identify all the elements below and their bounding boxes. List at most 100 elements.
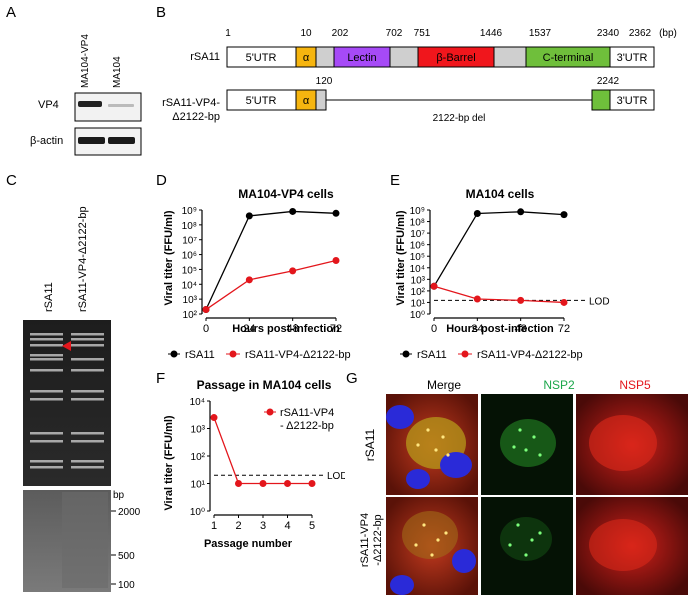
y-tick-label: 10² xyxy=(411,287,426,298)
nucleus-1 xyxy=(386,405,414,429)
chart-f-xlabel: Passage number xyxy=(204,538,293,550)
gel-band xyxy=(71,398,104,401)
y-tick-label: 10¹ xyxy=(411,298,426,309)
band-vp4 xyxy=(78,101,102,107)
y-tick-label: 10⁹ xyxy=(182,206,197,217)
nucleus-5 xyxy=(452,549,476,573)
legend-marker-mutant xyxy=(229,350,237,358)
y-tick-label: 10⁰ xyxy=(410,310,425,321)
deletion-arrow-icon xyxy=(62,341,71,351)
viroplasm-dot xyxy=(524,448,528,452)
data-point xyxy=(517,208,525,216)
pos-2242: 2242 xyxy=(597,76,620,87)
legend-f-l2: - Δ2122-bp xyxy=(280,420,334,432)
ladder-100: 100 xyxy=(118,580,135,591)
panel-label-f: F xyxy=(156,370,166,387)
series-line xyxy=(205,210,337,310)
data-point xyxy=(332,256,340,264)
gel-bp-label: bp xyxy=(113,490,125,501)
viroplasm-dot xyxy=(446,453,450,457)
data-point xyxy=(245,276,253,284)
gel-band xyxy=(71,344,104,347)
y-tick-label: 10² xyxy=(183,310,198,321)
nsp2-signal xyxy=(500,419,556,467)
legend-e-rsa11: rSA11 xyxy=(417,349,447,361)
microscopy-grid: Merge NSP2 NSP5 rSA11 rSA11-VP4 -Δ2122-b… xyxy=(359,378,688,595)
x-tick-label: 0 xyxy=(431,323,437,335)
seg-alpha-label: α xyxy=(303,52,310,64)
viroplasm-dot xyxy=(512,445,516,449)
gel-band xyxy=(71,358,104,361)
x-tick-label: 0 xyxy=(203,323,209,335)
gel-lane-label-mutant: rSA11-VP4-Δ2122-bp xyxy=(77,206,89,312)
data-point xyxy=(210,414,218,422)
y-tick-label: 10⁸ xyxy=(410,218,425,229)
data-point xyxy=(284,480,291,487)
chart-d-title: MA104-VP4 cells xyxy=(238,187,334,201)
viroplasm-dot xyxy=(426,428,430,432)
viroplasm-dot xyxy=(430,553,434,557)
lod-label: LOD xyxy=(327,471,345,482)
panel-label-g: G xyxy=(346,370,358,387)
chart-e-title: MA104 cells xyxy=(466,187,535,201)
legend-e-marker-rsa11 xyxy=(402,350,410,358)
gel-band xyxy=(71,338,104,341)
data-point xyxy=(332,209,340,217)
chart-f: Passage in MA104 cells Viral titer (FFU/… xyxy=(163,378,345,550)
blot-row-label-vp4: VP4 xyxy=(38,99,59,111)
nucleus-2 xyxy=(440,452,472,478)
lane-label-ma104-vp4: MA104-VP4 xyxy=(80,34,91,88)
y-tick-label: 10⁸ xyxy=(182,221,197,232)
y-tick-label: 10³ xyxy=(411,275,426,286)
gel-band xyxy=(71,440,104,443)
data-point xyxy=(517,296,525,304)
pos-751: 751 xyxy=(414,28,431,39)
pos-2362: 2362 xyxy=(629,28,652,39)
seg-3utr-label: 3'UTR xyxy=(617,52,648,64)
pos-10: 10 xyxy=(300,28,312,39)
chart-f-title: Passage in MA104 cells xyxy=(197,378,332,392)
viroplasm-dot xyxy=(436,538,440,542)
band-actin-1 xyxy=(78,137,105,144)
western-blot: MA104-VP4 MA104 VP4 β-actin xyxy=(30,34,142,156)
viroplasm-dot xyxy=(532,435,536,439)
y-tick-label: 10⁷ xyxy=(182,236,197,247)
gel-lane-smear xyxy=(62,492,108,588)
panel-label-c: C xyxy=(6,172,17,189)
gel-band xyxy=(30,358,63,361)
viroplasm-dot xyxy=(518,428,522,432)
x-tick-label: 72 xyxy=(330,323,342,335)
x-tick-label: 72 xyxy=(558,323,570,335)
y-tick-label: 10⁰ xyxy=(190,507,205,518)
panel-label-a: A xyxy=(6,4,17,21)
x-tick-label: 4 xyxy=(284,520,290,532)
viroplasm-dot xyxy=(538,531,542,535)
data-point xyxy=(560,298,568,306)
legend-e-mutant: rSA11-VP4-Δ2122-bp xyxy=(477,349,583,361)
seg-barrel-label: β-Barrel xyxy=(436,52,475,64)
chart-e: MA104 cells Viral titer (FFU/ml) Hours p… xyxy=(395,187,610,361)
viroplasm-dot xyxy=(422,523,426,527)
gel-band xyxy=(30,333,63,336)
seg-gap-2 xyxy=(389,46,419,68)
blot-row-label-actin: β-actin xyxy=(30,135,63,147)
data-point xyxy=(245,212,253,220)
seg-gap-1 xyxy=(315,46,335,68)
ladder-500: 500 xyxy=(118,551,135,562)
deletion-label: 2122-bp del xyxy=(433,113,486,124)
x-tick-label: 3 xyxy=(260,520,266,532)
legend-e-marker-mutant xyxy=(461,350,469,358)
seg-gap-3 xyxy=(493,46,527,68)
pos-1: 1 xyxy=(225,28,231,39)
y-tick-label: 10⁴ xyxy=(190,397,205,408)
viroplasm-dot xyxy=(516,523,520,527)
nucleus-4 xyxy=(390,575,414,595)
cell-yellow-2 xyxy=(402,511,458,559)
viroplasm-dot xyxy=(530,538,534,542)
chart-d: MA104-VP4 cells Viral titer (FFU/ml) Hou… xyxy=(163,187,351,361)
chart-d-ylabel: Viral titer (FFU/ml) xyxy=(163,210,175,305)
gel-bands xyxy=(30,333,104,469)
data-point xyxy=(259,480,267,487)
gel-band xyxy=(71,466,104,469)
seg-cterm-label: C-terminal xyxy=(543,52,594,64)
